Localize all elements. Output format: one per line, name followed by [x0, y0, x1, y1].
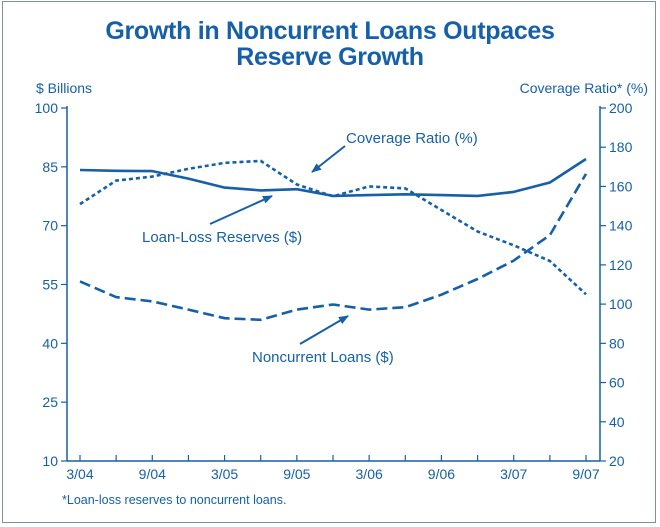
- right-tick-label: 160: [609, 178, 633, 194]
- x-tick-label: 9/06: [428, 466, 455, 482]
- left-tick-label: 40: [42, 335, 58, 351]
- annotation-arrow-0: [311, 145, 346, 173]
- right-tick-label: 80: [609, 335, 625, 351]
- right-tick-label: 100: [609, 296, 633, 312]
- annotation-label-0: Coverage Ratio (%): [346, 130, 478, 147]
- x-tick-label: 3/06: [356, 466, 383, 482]
- right-tick-label: 200: [609, 100, 633, 116]
- left-tick-label: 10: [42, 453, 58, 469]
- series-line-0: [79, 157, 587, 198]
- x-tick-label: 9/04: [139, 466, 166, 482]
- left-axis-title: $ Billions: [36, 80, 93, 96]
- right-axis-title: Coverage Ratio* (%): [519, 80, 648, 96]
- left-tick-label: 100: [35, 100, 59, 116]
- x-tick-label: 3/04: [66, 466, 93, 482]
- x-tick-label: 3/05: [211, 466, 238, 482]
- x-tick-label: 3/07: [500, 466, 527, 482]
- annotation-label-2: Noncurrent Loans ($): [252, 349, 394, 366]
- right-tick-label: 60: [609, 375, 625, 391]
- chart-title-line2: Reserve Growth: [236, 43, 424, 71]
- annotation-arrow-2: [299, 315, 349, 345]
- right-tick-label: 40: [609, 414, 625, 430]
- x-tick-label: 9/07: [572, 466, 599, 482]
- series-line-2: [79, 173, 588, 322]
- chart-title-line1: Growth in Noncurrent Loans Outpaces: [105, 17, 555, 45]
- annotation-label-1: Loan-Loss Reserves ($): [142, 229, 302, 246]
- left-tick-label: 25: [42, 394, 58, 410]
- left-tick-label: 70: [42, 218, 58, 234]
- right-tick-label: 20: [609, 453, 625, 469]
- annotation-arrow-1: [209, 195, 273, 225]
- left-tick-label: 85: [42, 159, 58, 175]
- right-tick-label: 120: [609, 257, 633, 273]
- x-tick-label: 9/05: [283, 466, 310, 482]
- series-line-1: [79, 159, 587, 296]
- left-tick-label: 55: [42, 277, 58, 293]
- right-tick-label: 180: [609, 139, 633, 155]
- footnote: *Loan-loss reserves to noncurrent loans.: [62, 493, 287, 507]
- right-tick-label: 140: [609, 218, 633, 234]
